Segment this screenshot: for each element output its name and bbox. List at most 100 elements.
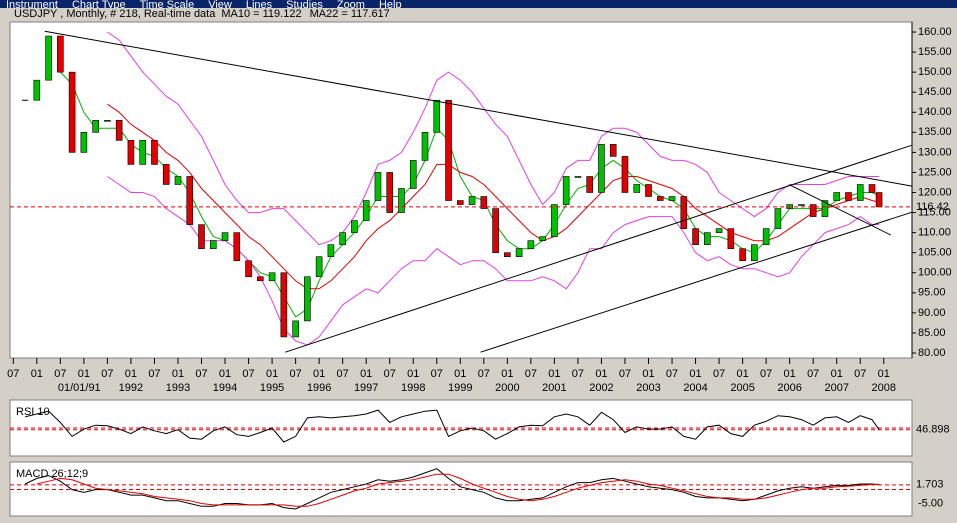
candle (845, 192, 852, 201)
candle (127, 140, 135, 165)
candle (139, 140, 146, 165)
menu-item[interactable]: Chart Type (71, 0, 126, 8)
candle (875, 192, 883, 208)
candle (433, 99, 441, 133)
candle (539, 236, 546, 241)
candle (351, 220, 358, 233)
x-tick-label: 07 (760, 368, 772, 380)
year-label: 1993 (166, 382, 190, 394)
x-tick-label: 01 (407, 368, 419, 380)
candle (762, 228, 770, 245)
candle (151, 140, 158, 165)
y-tick-label: 105.00 (918, 247, 952, 259)
trendline (285, 144, 913, 353)
y-tick-label: 100.00 (918, 267, 952, 279)
menu-item[interactable]: Zoom (336, 0, 365, 8)
last-value-label: 46.898 (916, 424, 950, 436)
year-label: 2005 (730, 382, 754, 394)
year-label: 2008 (872, 382, 896, 394)
candle (527, 240, 535, 249)
x-tick-label: 07 (195, 368, 207, 380)
indicator-line (107, 103, 880, 290)
y-tick-label: 140.00 (918, 106, 952, 118)
candle (68, 71, 76, 153)
candle (57, 35, 64, 73)
candle (374, 172, 382, 201)
x-tick-label: 07 (478, 368, 490, 380)
candle (104, 119, 111, 122)
candle (668, 196, 676, 201)
menu-item[interactable]: Studies (286, 0, 323, 8)
candle (833, 192, 841, 201)
x-tick-label: 07 (854, 368, 866, 380)
candle (233, 232, 241, 262)
y-tick-label: 160.00 (918, 26, 952, 38)
candle (362, 200, 370, 221)
y-tick-label: 145.00 (918, 86, 952, 98)
candle (492, 208, 499, 253)
year-label: 1996 (307, 382, 331, 394)
x-tick-label: 07 (54, 368, 66, 380)
candle (715, 228, 723, 233)
x-tick-label: 07 (666, 368, 678, 380)
year-label: 2001 (542, 382, 566, 394)
x-tick-label: 07 (525, 368, 537, 380)
year-label: 2006 (777, 382, 801, 394)
x-tick-label: 01 (78, 368, 90, 380)
last-price-label: 116.42 (916, 201, 949, 213)
candle (292, 320, 299, 338)
candle (209, 240, 217, 249)
menu-item[interactable]: View (208, 0, 232, 8)
y-tick-label: 115.00 (918, 206, 951, 218)
candle (339, 232, 346, 245)
menu-item[interactable]: Help (378, 0, 402, 8)
trendline (44, 30, 913, 187)
year-label: 2007 (824, 382, 848, 394)
candle (504, 252, 511, 257)
indicator-line (24, 409, 880, 443)
y-tick-label: 80.00 (918, 347, 946, 359)
candle (598, 144, 605, 193)
candle (280, 272, 288, 338)
x-tick-label: 01 (360, 368, 372, 380)
x-tick-label: 07 (337, 368, 349, 380)
candle (221, 232, 229, 241)
candle (680, 196, 688, 229)
candle (468, 196, 476, 205)
x-tick-label: 01 (642, 368, 654, 380)
menu-item[interactable]: Lines (245, 0, 273, 8)
legend-entry: MA22 = 117.617 (310, 8, 390, 20)
candle (162, 164, 170, 185)
candle (456, 200, 464, 205)
menu-item[interactable]: Time Scale (139, 0, 195, 8)
candle (562, 176, 570, 205)
year-label: 1995 (260, 382, 284, 394)
x-tick-label: 07 (7, 368, 19, 380)
macd-panel (9, 461, 913, 517)
y-tick-label: 110.00 (918, 227, 951, 239)
candle (398, 188, 405, 213)
candle (245, 260, 252, 278)
candle (727, 228, 735, 249)
candle (692, 228, 699, 245)
y-tick-label: 90.00 (918, 307, 946, 319)
candle (186, 176, 194, 225)
candle (115, 119, 123, 141)
menu-item[interactable]: Instrument (6, 0, 58, 8)
last-value-label: 1.703 (916, 479, 944, 491)
candle (174, 176, 182, 185)
x-tick-label: 01 (219, 368, 231, 380)
x-tick-label: 07 (384, 368, 396, 380)
x-tick-label: 01 (454, 368, 466, 380)
trendline (790, 184, 892, 236)
x-tick-label: 01 (31, 368, 43, 380)
candle (45, 35, 52, 81)
x-tick-label: 01 (784, 368, 796, 380)
candle (304, 276, 311, 322)
price-panel (9, 21, 913, 359)
x-tick-label: 01 (831, 368, 843, 380)
year-label: 2000 (495, 382, 519, 394)
y-tick-label: 155.00 (918, 46, 952, 58)
x-tick-label: 07 (148, 368, 160, 380)
